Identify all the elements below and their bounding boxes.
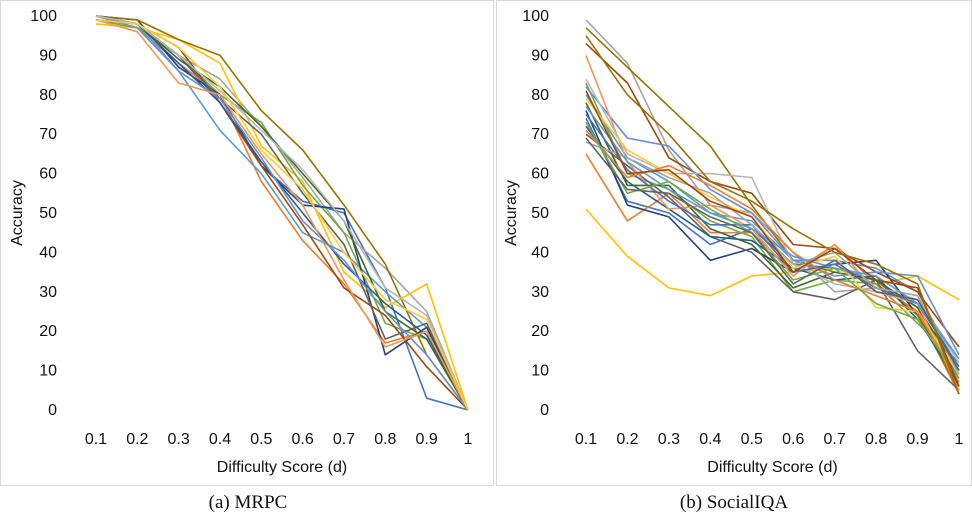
x-tick-label: 0.7: [824, 431, 846, 448]
x-tick-label: 0.5: [741, 431, 763, 448]
y-tick-label: 60: [531, 166, 549, 183]
series-line-21: [585, 121, 960, 379]
series-line-13: [95, 15, 469, 411]
y-tick-label: 50: [39, 205, 57, 222]
chart-frame: [496, 0, 972, 486]
series-line-8: [585, 43, 960, 348]
chart-socialiqa: 0 10 20 30 40 50 60 70 80 90 100 0.1 0.2 0.3 0.4 0.5 0.6…: [496, 0, 972, 486]
x-tick-label: 0.4: [209, 431, 231, 448]
y-tick-label: 40: [531, 244, 549, 261]
y-tick-label: 0: [48, 402, 57, 419]
series-line-20: [585, 106, 960, 360]
caption-mrpc: (a) MRPC: [208, 492, 288, 513]
series-line-15: [95, 15, 469, 411]
y-tick-label: 20: [531, 323, 549, 340]
x-tick-label: 0.4: [699, 431, 721, 448]
y-tick-label: 40: [39, 244, 57, 261]
chart-panel-mrpc: 0 10 20 30 40 50 60 70 80 90 100 0.1 0.2 0.3 0.4 0.5 0.6…: [0, 0, 494, 486]
y-tick-label: 100: [522, 8, 549, 25]
series-line-7: [585, 110, 960, 387]
y-tick-label: 10: [531, 363, 549, 380]
x-tick-label: 0.2: [616, 431, 638, 448]
caption-socialiqa: (b) SocialIQA: [679, 492, 789, 513]
y-axis-label: Accuracy: [503, 180, 520, 246]
series-line-3: [95, 15, 469, 411]
series-line-16: [95, 19, 469, 411]
series-line-4: [95, 23, 469, 411]
series-line-6: [95, 19, 469, 411]
y-tick-label: 0: [540, 402, 549, 419]
x-tick-label: 0.6: [292, 431, 314, 448]
series-line-7: [95, 15, 469, 411]
x-tick-label: 0.2: [126, 431, 148, 448]
series-line-9: [585, 133, 960, 391]
x-tick-label: 0.1: [85, 431, 107, 448]
x-tick-label: 0.9: [416, 431, 438, 448]
x-tick-label: 1: [955, 431, 964, 448]
chart-mrpc: 0 10 20 30 40 50 60 70 80 90 100 0.1 0.2 0.3 0.4 0.5 0.6…: [0, 0, 494, 486]
series-line-8: [95, 15, 469, 411]
series-line-1: [95, 15, 469, 411]
series-line-9: [95, 19, 469, 411]
y-axis-label: Accuracy: [9, 180, 26, 246]
x-tick-label: 0.8: [865, 431, 887, 448]
y-tick-label: 30: [39, 284, 57, 301]
y-tick-label: 90: [531, 47, 549, 64]
series-line-2: [95, 19, 469, 411]
x-tick-label: 0.8: [374, 431, 396, 448]
chart-frame: [0, 0, 494, 486]
series-line-6: [585, 82, 960, 364]
y-tick-label: 20: [39, 323, 57, 340]
x-tick-label: 0.7: [333, 431, 355, 448]
series-line-12: [95, 19, 469, 411]
series-line-14: [585, 55, 960, 391]
y-tick-label: 90: [39, 47, 57, 64]
x-tick-label: 0.3: [168, 431, 190, 448]
x-tick-label: 1: [464, 431, 473, 448]
x-axis-label: Difficulty Score (d): [217, 459, 347, 476]
x-tick-label: 0.9: [906, 431, 928, 448]
series-line-23: [585, 137, 960, 372]
x-tick-label: 0.1: [575, 431, 597, 448]
y-tick-label: 100: [30, 8, 57, 25]
chart-panel-socialiqa: 0 10 20 30 40 50 60 70 80 90 100 0.1 0.2 0.3 0.4 0.5 0.6…: [496, 0, 972, 486]
series-line-22: [585, 90, 960, 387]
y-tick-label: 70: [39, 126, 57, 143]
y-tick-label: 70: [531, 126, 549, 143]
series-line-11: [95, 15, 469, 411]
series-line-24: [585, 35, 960, 395]
x-tick-label: 0.3: [658, 431, 680, 448]
y-tick-label: 60: [39, 166, 57, 183]
y-tick-label: 50: [531, 205, 549, 222]
y-tick-label: 80: [531, 87, 549, 104]
x-tick-label: 0.5: [250, 431, 272, 448]
y-tick-label: 80: [39, 87, 57, 104]
x-axis-label: Difficulty Score (d): [707, 459, 837, 476]
series-line-10: [95, 15, 469, 411]
y-tick-label: 30: [531, 284, 549, 301]
series-line-15: [585, 78, 960, 364]
series-line-5: [95, 19, 469, 411]
series-line-14: [95, 19, 469, 411]
y-tick-label: 10: [39, 363, 57, 380]
x-tick-label: 0.6: [782, 431, 804, 448]
series-line-5: [585, 94, 960, 371]
